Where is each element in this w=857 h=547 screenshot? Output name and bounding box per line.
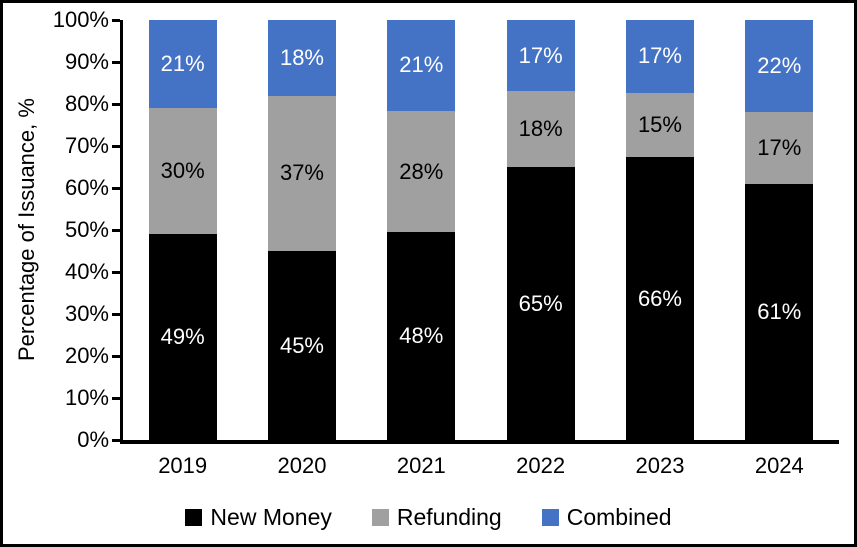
y-tick-label: 60%: [64, 175, 109, 200]
bar-segment-label: 17%: [637, 43, 682, 69]
stacked-bar: 45% 37% 18%: [267, 20, 336, 440]
plot-area: 49% 30% 21% 45% 37% 18% 48% 28% 21% 65% 18% 17% 66% 1…: [120, 20, 839, 444]
y-tick-label: 100%: [52, 7, 109, 32]
bar-segment: 18%: [267, 20, 336, 96]
bar-segment: 66%: [625, 157, 694, 440]
legend-item: Combined: [541, 504, 672, 531]
y-tick-mark: [112, 145, 120, 148]
legend-item: New Money: [185, 504, 332, 531]
legend: New Money Refunding Combined: [3, 504, 854, 531]
stacked-bar: 66% 15% 17%: [625, 20, 694, 440]
bar-segment: 45%: [267, 251, 336, 440]
bar-column-2020: 45% 37% 18%: [242, 20, 361, 440]
bar-column-2022: 65% 18% 17%: [481, 20, 600, 440]
legend-swatch-icon: [541, 509, 559, 526]
x-tick-label: 2022: [516, 453, 566, 478]
bar-segment-label: 48%: [399, 323, 444, 349]
bar-segment-label: 65%: [518, 290, 563, 316]
x-tick-label: 2023: [635, 453, 685, 478]
bar-segment: 30%: [148, 108, 217, 235]
bar-segment-label: 17%: [757, 135, 802, 161]
y-tick-mark: [112, 187, 120, 190]
bar-segment-label: 61%: [757, 298, 802, 324]
y-tick-label: 0%: [77, 427, 109, 452]
bar-segment: 28%: [387, 110, 456, 233]
legend-label: Refunding: [396, 504, 502, 530]
legend-swatch-icon: [371, 509, 389, 526]
bar-column-2024: 61% 17% 22%: [720, 20, 839, 440]
bar-segment: 61%: [745, 183, 814, 440]
bar-segment-label: 37%: [279, 160, 324, 186]
x-tick-label: 2019: [158, 453, 208, 478]
bar-segment-label: 18%: [518, 116, 563, 142]
y-tick-mark: [112, 103, 120, 106]
y-tick-label: 10%: [64, 385, 109, 410]
bar-column-2019: 49% 30% 21%: [123, 20, 242, 440]
y-tick-label: 90%: [64, 49, 109, 74]
y-tick-mark: [112, 313, 120, 316]
bar-segment: 49%: [148, 234, 217, 440]
y-tick-label: 80%: [64, 91, 109, 116]
bar-segment: 17%: [506, 20, 575, 92]
y-tick-label: 20%: [64, 343, 109, 368]
bar-column-2021: 48% 28% 21%: [362, 20, 481, 440]
bar-segment: 18%: [506, 91, 575, 167]
bar-segment-label: 21%: [160, 51, 205, 77]
bar-segment: 37%: [267, 95, 336, 251]
bar-segment-label: 28%: [399, 158, 444, 184]
bar-segment: 17%: [625, 20, 694, 93]
y-tick-mark: [112, 439, 120, 442]
bar-segment-label: 66%: [637, 285, 682, 311]
y-tick-label: 40%: [64, 259, 109, 284]
bar-segment: 21%: [148, 20, 217, 109]
bars-container: 49% 30% 21% 45% 37% 18% 48% 28% 21% 65% 18% 17% 66% 1…: [123, 20, 839, 440]
y-tick-label: 30%: [64, 301, 109, 326]
bar-segment: 15%: [625, 92, 694, 158]
bar-segment-label: 18%: [279, 44, 324, 70]
y-tick-mark: [112, 229, 120, 232]
x-tick-label: 2024: [754, 453, 804, 478]
bar-segment: 48%: [387, 232, 456, 440]
stacked-bar: 48% 28% 21%: [387, 20, 456, 440]
bar-segment: 17%: [745, 112, 814, 184]
bar-segment-label: 49%: [160, 324, 205, 350]
y-tick-mark: [112, 397, 120, 400]
stacked-bar: 61% 17% 22%: [745, 20, 814, 440]
x-axis-labels: 2019 2020 2021 2022 2023 2024: [123, 453, 839, 479]
bar-segment-label: 22%: [757, 53, 802, 79]
bar-segment-label: 15%: [637, 112, 682, 138]
y-tick-mark: [112, 19, 120, 22]
bar-segment-label: 21%: [399, 52, 444, 78]
stacked-bar: 65% 18% 17%: [506, 20, 575, 440]
legend-label: New Money: [210, 504, 332, 530]
bar-segment: 22%: [745, 20, 814, 113]
y-tick-mark: [112, 271, 120, 274]
legend-swatch-icon: [185, 509, 203, 526]
x-tick-label: 2020: [277, 453, 327, 478]
bar-segment: 65%: [506, 167, 575, 440]
bar-column-2023: 66% 15% 17%: [600, 20, 719, 440]
legend-item: Refunding: [371, 504, 502, 531]
x-tick-label: 2021: [396, 453, 446, 478]
bar-segment-label: 45%: [279, 332, 324, 358]
y-tick-mark: [112, 61, 120, 64]
bar-segment: 21%: [387, 20, 456, 111]
bar-segment-label: 17%: [518, 42, 563, 68]
bar-segment-label: 30%: [160, 158, 205, 184]
y-tick-mark: [112, 355, 120, 358]
stacked-bar: 49% 30% 21%: [148, 20, 217, 440]
legend-label: Combined: [566, 504, 672, 530]
y-tick-label: 70%: [64, 133, 109, 158]
y-tick-label: 50%: [64, 217, 109, 242]
